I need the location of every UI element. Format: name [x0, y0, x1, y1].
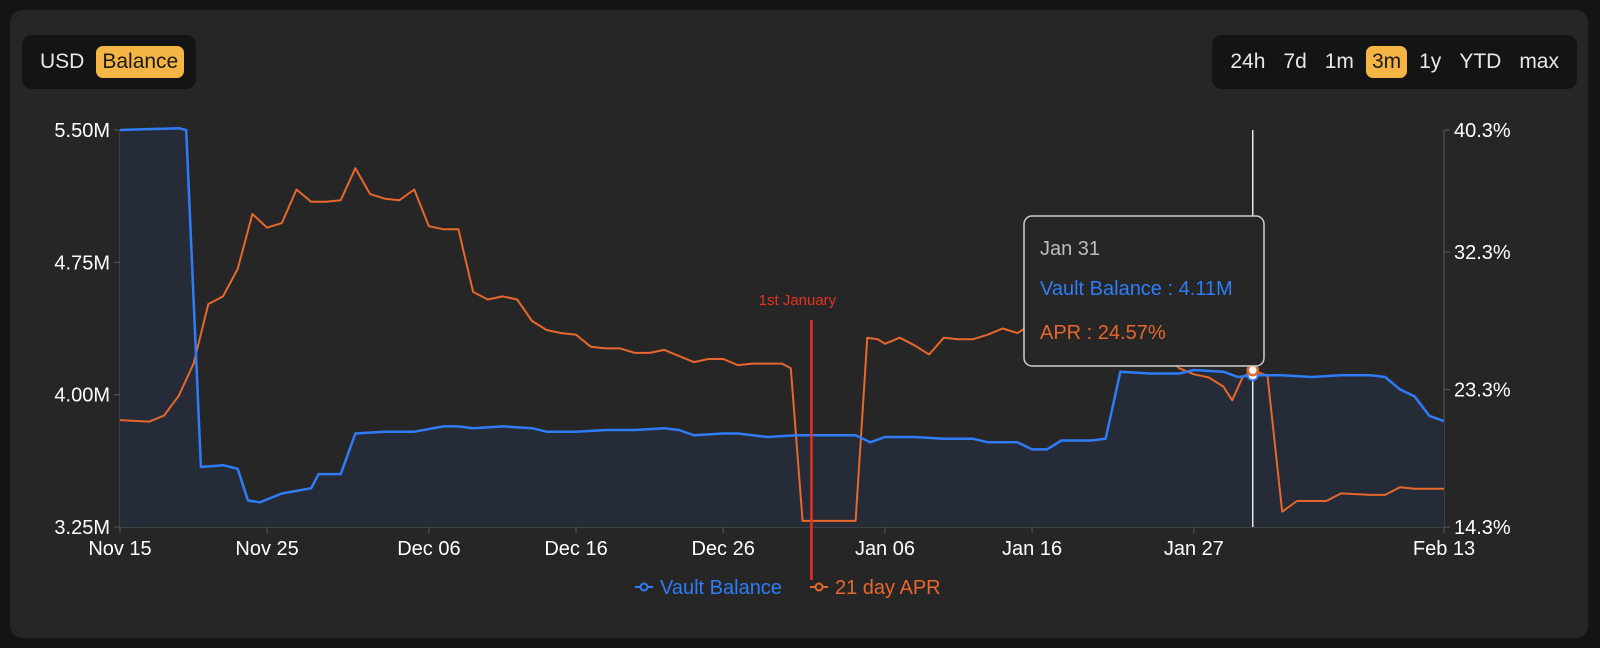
right-axis-tick-label: 23.3%	[1454, 380, 1511, 402]
range-option-1m[interactable]: 1m	[1324, 50, 1354, 73]
x-axis-tick-label: Dec 16	[544, 538, 607, 560]
left-axis-tick-label: 4.75M	[54, 252, 110, 274]
tooltip-apr: APR : 24.57%	[1040, 322, 1166, 344]
range-option-1y[interactable]: 1y	[1419, 50, 1442, 73]
legend-apr-label: 21 day APR	[835, 577, 941, 599]
legend-apr-dot	[814, 582, 824, 592]
left-axis-tick-label: 4.00M	[54, 385, 110, 407]
tooltip-vault-balance: Vault Balance : 4.11M	[1040, 278, 1233, 300]
right-axis-tick-label: 14.3%	[1454, 517, 1511, 539]
x-axis-tick-label: Nov 15	[88, 538, 151, 560]
unit-option-usd[interactable]: USD	[40, 50, 85, 73]
x-axis-tick-label: Jan 27	[1164, 538, 1224, 560]
x-axis-tick-label: Jan 06	[855, 538, 915, 560]
first-january-marker-label: 1st January	[759, 292, 837, 309]
unit-option-balance[interactable]: Balance	[96, 46, 185, 78]
time-range-toggle: 24h 7d 1m 3m 1y YTD max	[1212, 35, 1577, 89]
vault-balance-line	[119, 126, 1445, 504]
legend-vault-balance-label: Vault Balance	[660, 577, 782, 599]
range-option-3m[interactable]: 3m	[1365, 46, 1408, 78]
x-axis-tick-label: Dec 26	[691, 538, 754, 560]
tooltip-box	[1023, 215, 1265, 367]
tooltip-date: Jan 31	[1040, 238, 1100, 260]
right-axis-tick-label: 40.3%	[1454, 120, 1511, 142]
apr-line	[119, 167, 1444, 522]
range-option-7d[interactable]: 7d	[1283, 50, 1307, 73]
left-axis-tick-label: 5.50M	[54, 120, 110, 142]
x-axis-tick-label: Nov 25	[235, 538, 298, 560]
range-option-ytd[interactable]: YTD	[1459, 50, 1502, 73]
x-axis-tick-label: Jan 16	[1002, 538, 1062, 560]
left-axis-tick-label: 3.25M	[54, 517, 110, 539]
x-axis-tick-label: Dec 06	[397, 538, 460, 560]
chart-card	[10, 10, 1588, 638]
range-option-max[interactable]: max	[1519, 50, 1559, 73]
unit-toggle: USD Balance	[22, 35, 197, 89]
legend-vault-balance-dot	[639, 582, 649, 592]
range-option-24h[interactable]: 24h	[1230, 50, 1266, 73]
x-axis-tick-label: Feb 13	[1413, 538, 1475, 560]
right-axis-tick-label: 32.3%	[1454, 242, 1511, 264]
